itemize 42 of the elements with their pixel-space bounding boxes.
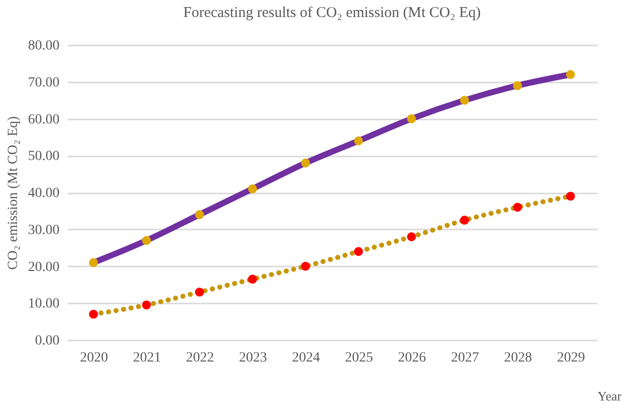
- y-tick-label: 30.00: [28, 222, 60, 238]
- x-tick-label: 2027: [451, 350, 479, 366]
- y-tick-label: 70.00: [28, 75, 60, 90]
- x-tick-label: 2021: [133, 350, 161, 366]
- x-tick-label: 2029: [557, 350, 585, 366]
- y-tick-label: 50.00: [28, 149, 60, 164]
- x-tick-label: 2020: [80, 350, 108, 366]
- point: [566, 192, 575, 201]
- point: [248, 274, 257, 284]
- x-tick-label: 2022: [186, 350, 214, 366]
- point: [513, 81, 522, 90]
- point: [89, 258, 98, 268]
- point: [513, 202, 522, 212]
- x-tick-label: 2025: [345, 350, 373, 366]
- y-axis-title: CO₂ emission (Mt CO₂ Eq): [6, 116, 21, 270]
- y-tick-label: 10.00: [28, 296, 60, 312]
- y-tick-label: 80.00: [28, 38, 60, 54]
- point: [89, 310, 98, 319]
- point: [566, 70, 575, 79]
- point: [195, 288, 204, 297]
- y-tick-label: 40.00: [28, 186, 60, 201]
- point: [301, 158, 310, 168]
- x-axis-title: Year: [598, 388, 622, 404]
- point: [407, 232, 416, 242]
- point: [142, 300, 151, 310]
- point: [407, 114, 416, 124]
- x-tick-label: 2023: [239, 350, 267, 366]
- point: [248, 184, 257, 194]
- point: [460, 216, 469, 225]
- chart-title: Forecasting results of CO₂ emission (Mt CO₂ Eq): [183, 5, 481, 21]
- x-tick-label: 2028: [504, 350, 532, 366]
- y-tick-label: 0.00: [35, 334, 60, 348]
- point: [354, 247, 363, 256]
- point: [142, 236, 151, 245]
- point: [354, 136, 363, 146]
- y-tick-label: 20.00: [28, 260, 60, 275]
- point: [195, 210, 204, 220]
- point: [460, 96, 469, 105]
- x-tick-label: 2026: [398, 350, 426, 366]
- y-tick-label: 60.00: [28, 112, 60, 128]
- x-tick-label: 2024: [292, 350, 320, 366]
- point: [301, 262, 310, 271]
